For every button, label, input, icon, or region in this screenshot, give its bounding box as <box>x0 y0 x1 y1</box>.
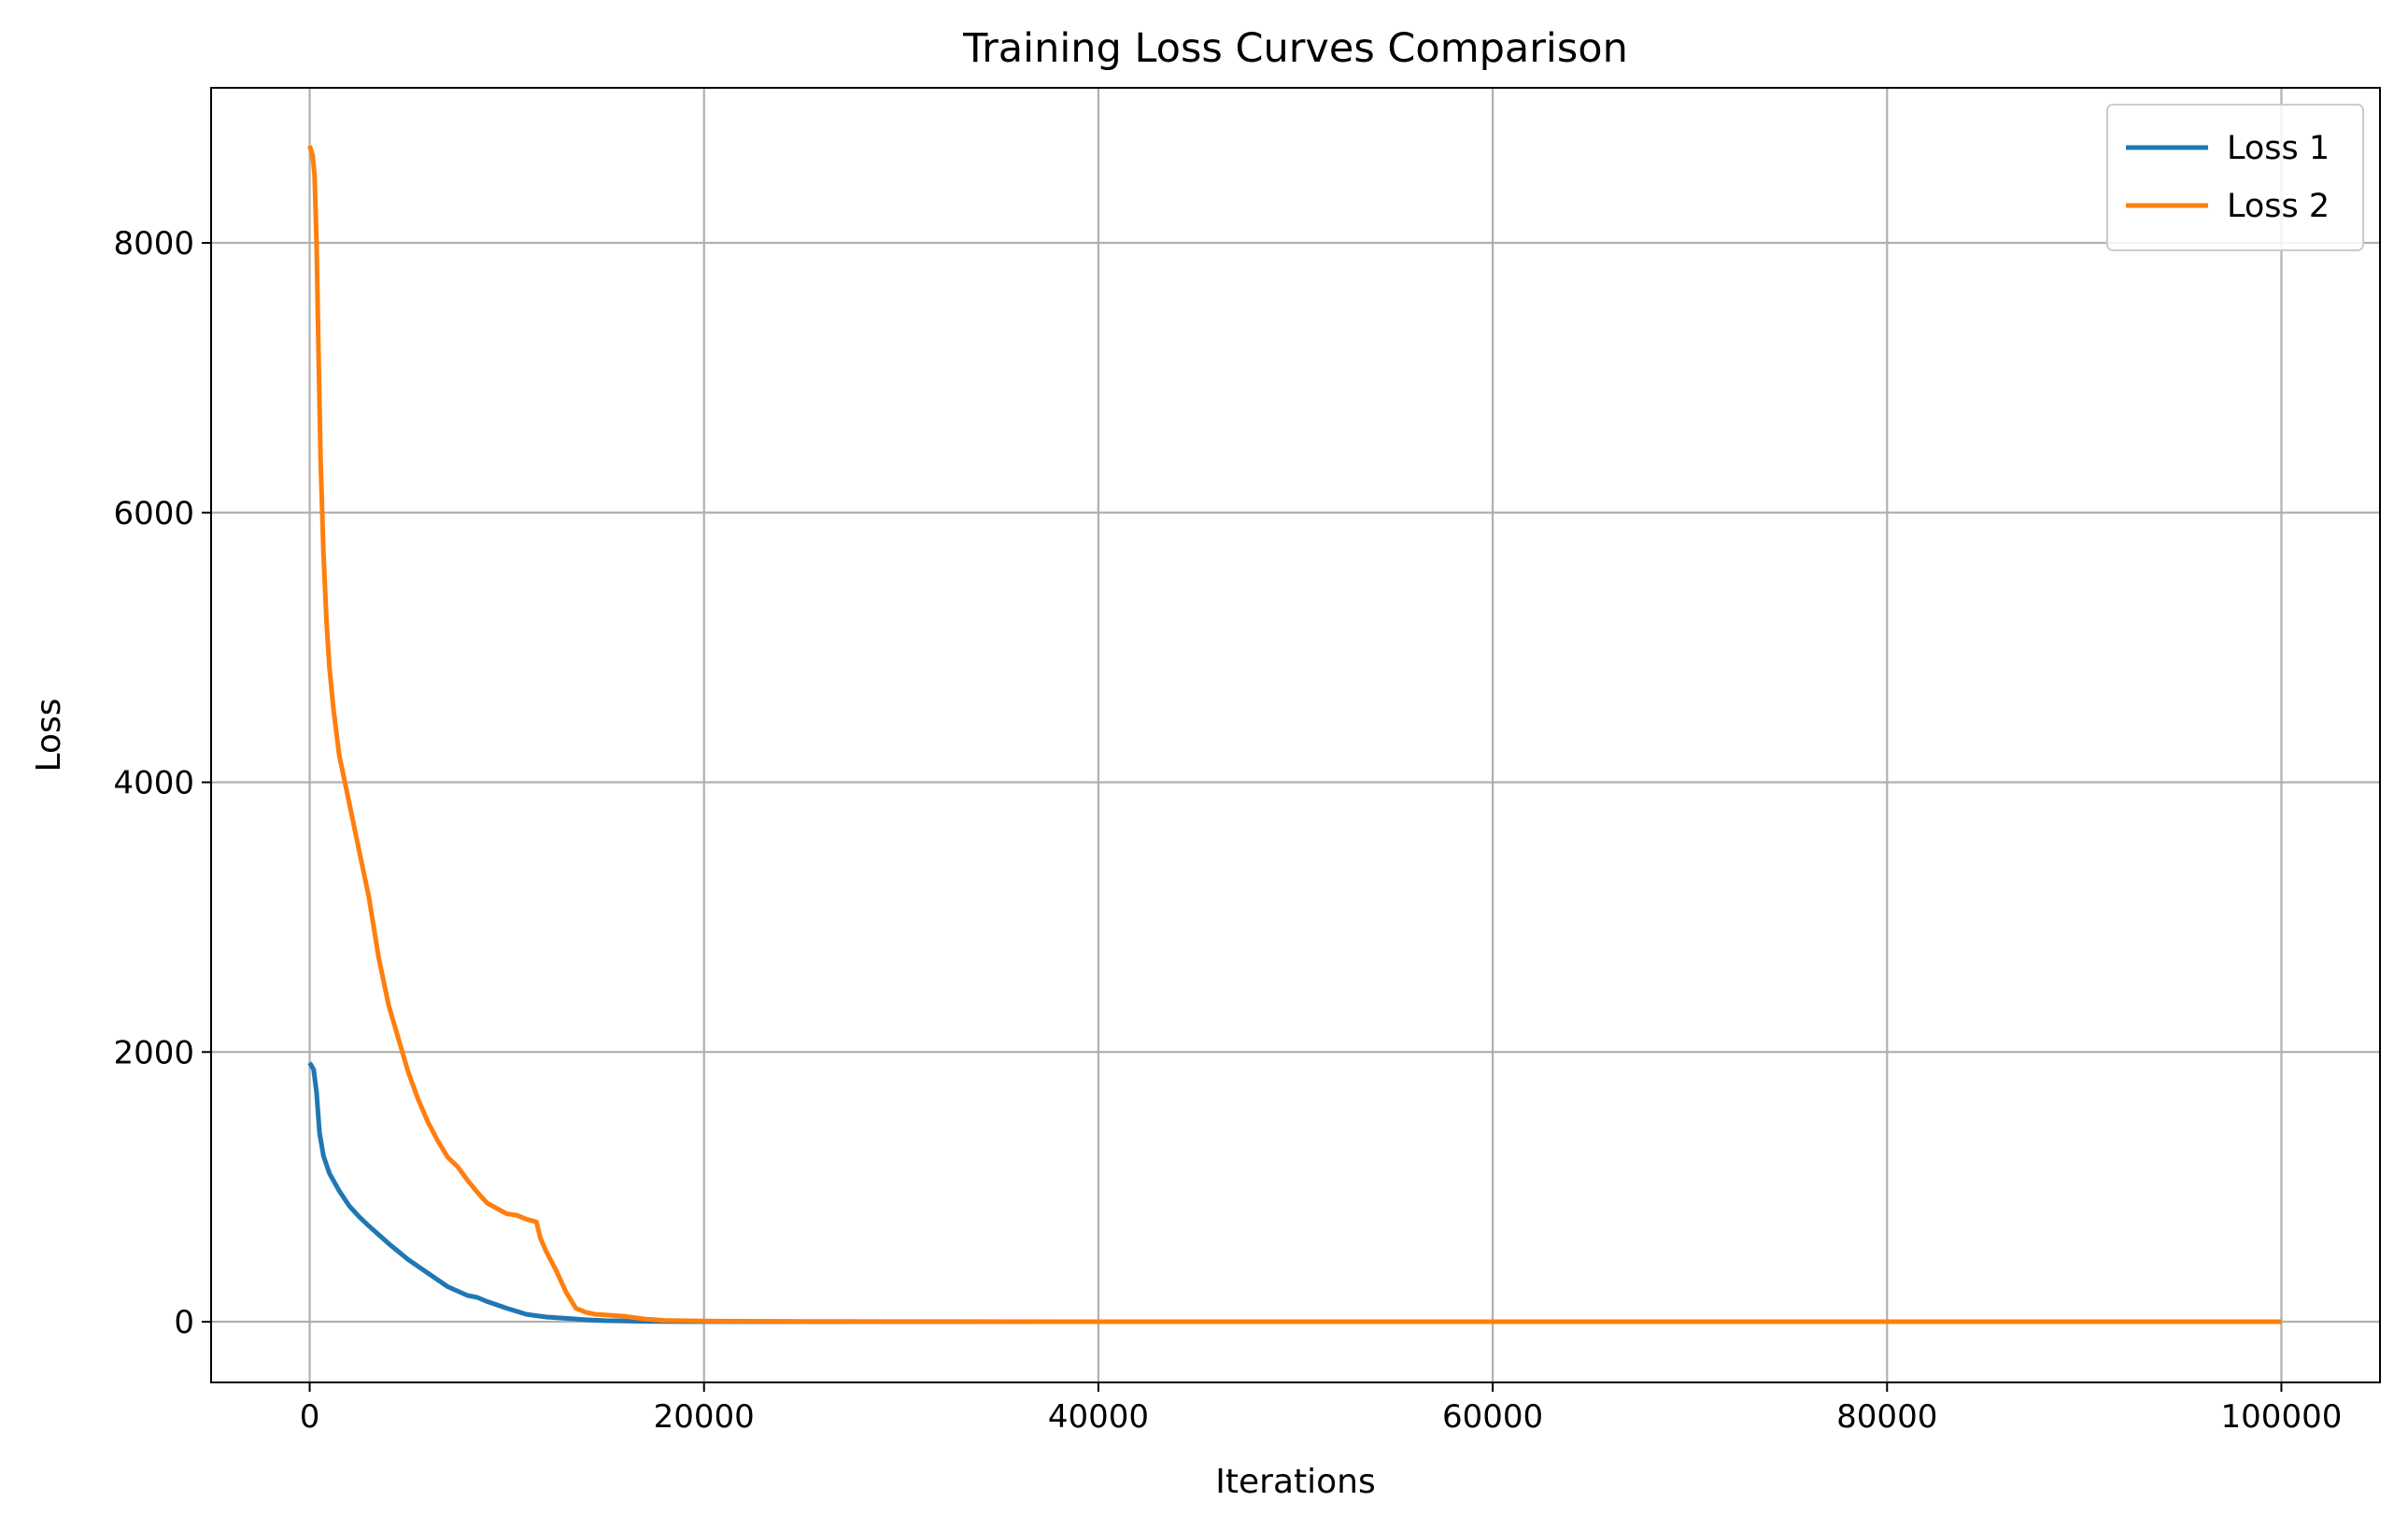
x-axis-label: Iterations <box>1215 1463 1375 1501</box>
legend-label: Loss 1 <box>2227 130 2330 167</box>
x-tick-label: 100000 <box>2221 1398 2343 1436</box>
x-tick-label: 40000 <box>1048 1398 1149 1436</box>
legend-box <box>2106 104 2364 251</box>
y-tick-label: 2000 <box>113 1034 194 1071</box>
chart-title: Training Loss Curves Comparison <box>962 25 1628 72</box>
legend-label: Loss 2 <box>2227 188 2330 225</box>
x-tick-label: 0 <box>300 1398 320 1436</box>
y-axis-label: Loss <box>30 699 68 772</box>
plot-frame <box>210 87 2381 1383</box>
y-tick-label: 8000 <box>113 225 194 262</box>
series-lines <box>307 145 2282 1325</box>
y-tick-label: 6000 <box>113 495 194 532</box>
axis-ticks: 0 20000 40000 60000 80000 100000 0 2000 4000 6000… <box>113 225 2342 1436</box>
grid <box>211 88 2380 1382</box>
series-line-2 <box>307 145 2282 1325</box>
x-tick-label: 20000 <box>654 1398 755 1436</box>
y-tick-label: 0 <box>174 1304 194 1341</box>
legend: Loss 1 Loss 2 <box>2106 104 2364 251</box>
x-tick-label: 80000 <box>1836 1398 1937 1436</box>
x-tick-label: 60000 <box>1442 1398 1543 1436</box>
y-tick-label: 4000 <box>113 765 194 802</box>
